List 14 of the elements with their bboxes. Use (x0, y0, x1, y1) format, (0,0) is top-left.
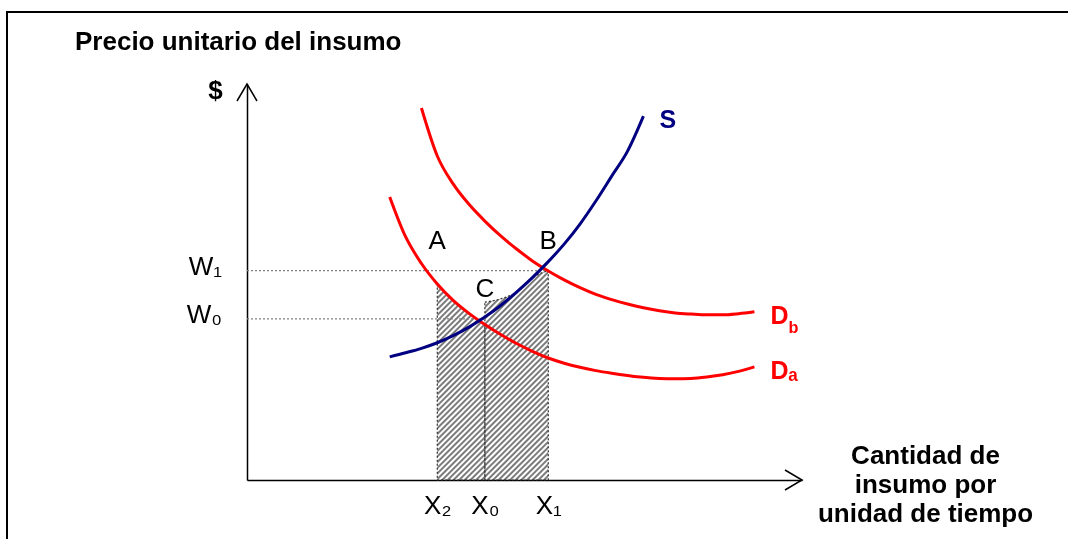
x-tick-label: X₁ (535, 489, 563, 520)
annotation: C (475, 272, 495, 303)
x-tick-label: X₂ (424, 489, 452, 520)
series-label: Dₐ (770, 355, 799, 384)
x-axis-title: Cantidad de insumo por unidad de tiempo (817, 439, 1034, 528)
annotation: B (539, 224, 557, 255)
series-label: D$_{b}$ (770, 300, 799, 336)
y-axis-title: $ (208, 74, 224, 105)
annotation: A (428, 224, 447, 255)
series-label: S (659, 105, 677, 134)
series-label: W₀ (186, 298, 222, 329)
x-tick-label: X₀ (471, 489, 500, 520)
chart-title: Precio unitario del insumo (75, 26, 402, 56)
series-label: W₁ (188, 250, 223, 281)
